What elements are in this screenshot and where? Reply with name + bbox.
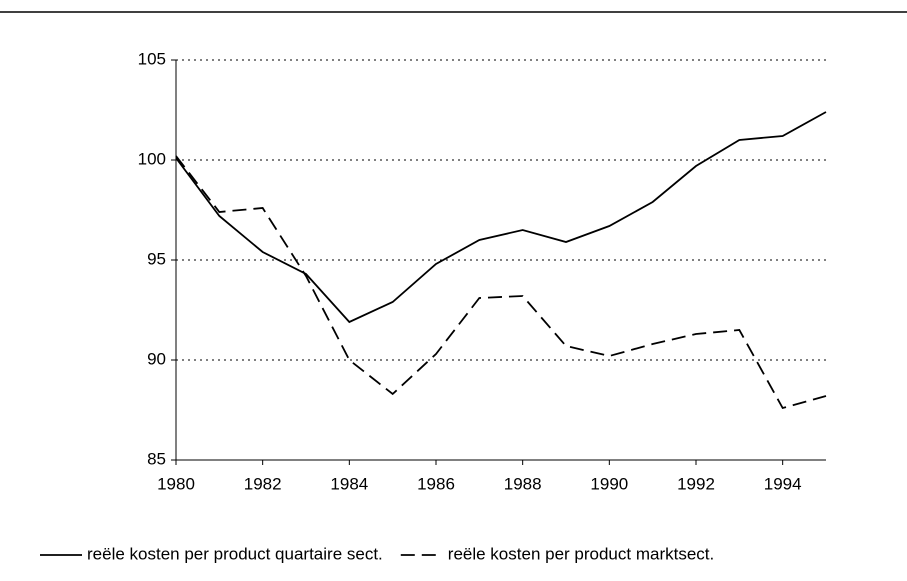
y-tick-label: 95 <box>147 249 166 268</box>
y-tick-label: 105 <box>138 49 166 68</box>
x-tick-label: 1986 <box>417 474 455 493</box>
x-tick-label: 1980 <box>157 474 195 493</box>
y-tick-label: 85 <box>147 449 166 468</box>
x-tick-label: 1988 <box>504 474 542 493</box>
x-tick-label: 1982 <box>244 474 282 493</box>
x-tick-label: 1992 <box>677 474 715 493</box>
x-tick-label: 1994 <box>764 474 802 493</box>
x-tick-label: 1984 <box>330 474 368 493</box>
legend-label: reële kosten per product marktsect. <box>448 544 714 563</box>
series-line <box>175 155 827 410</box>
y-tick-label: 90 <box>147 349 166 368</box>
x-tick-label: 1990 <box>590 474 628 493</box>
series-line <box>175 111 827 324</box>
legend-label: reële kosten per product quartaire sect. <box>87 544 383 563</box>
y-tick-label: 100 <box>138 149 166 168</box>
